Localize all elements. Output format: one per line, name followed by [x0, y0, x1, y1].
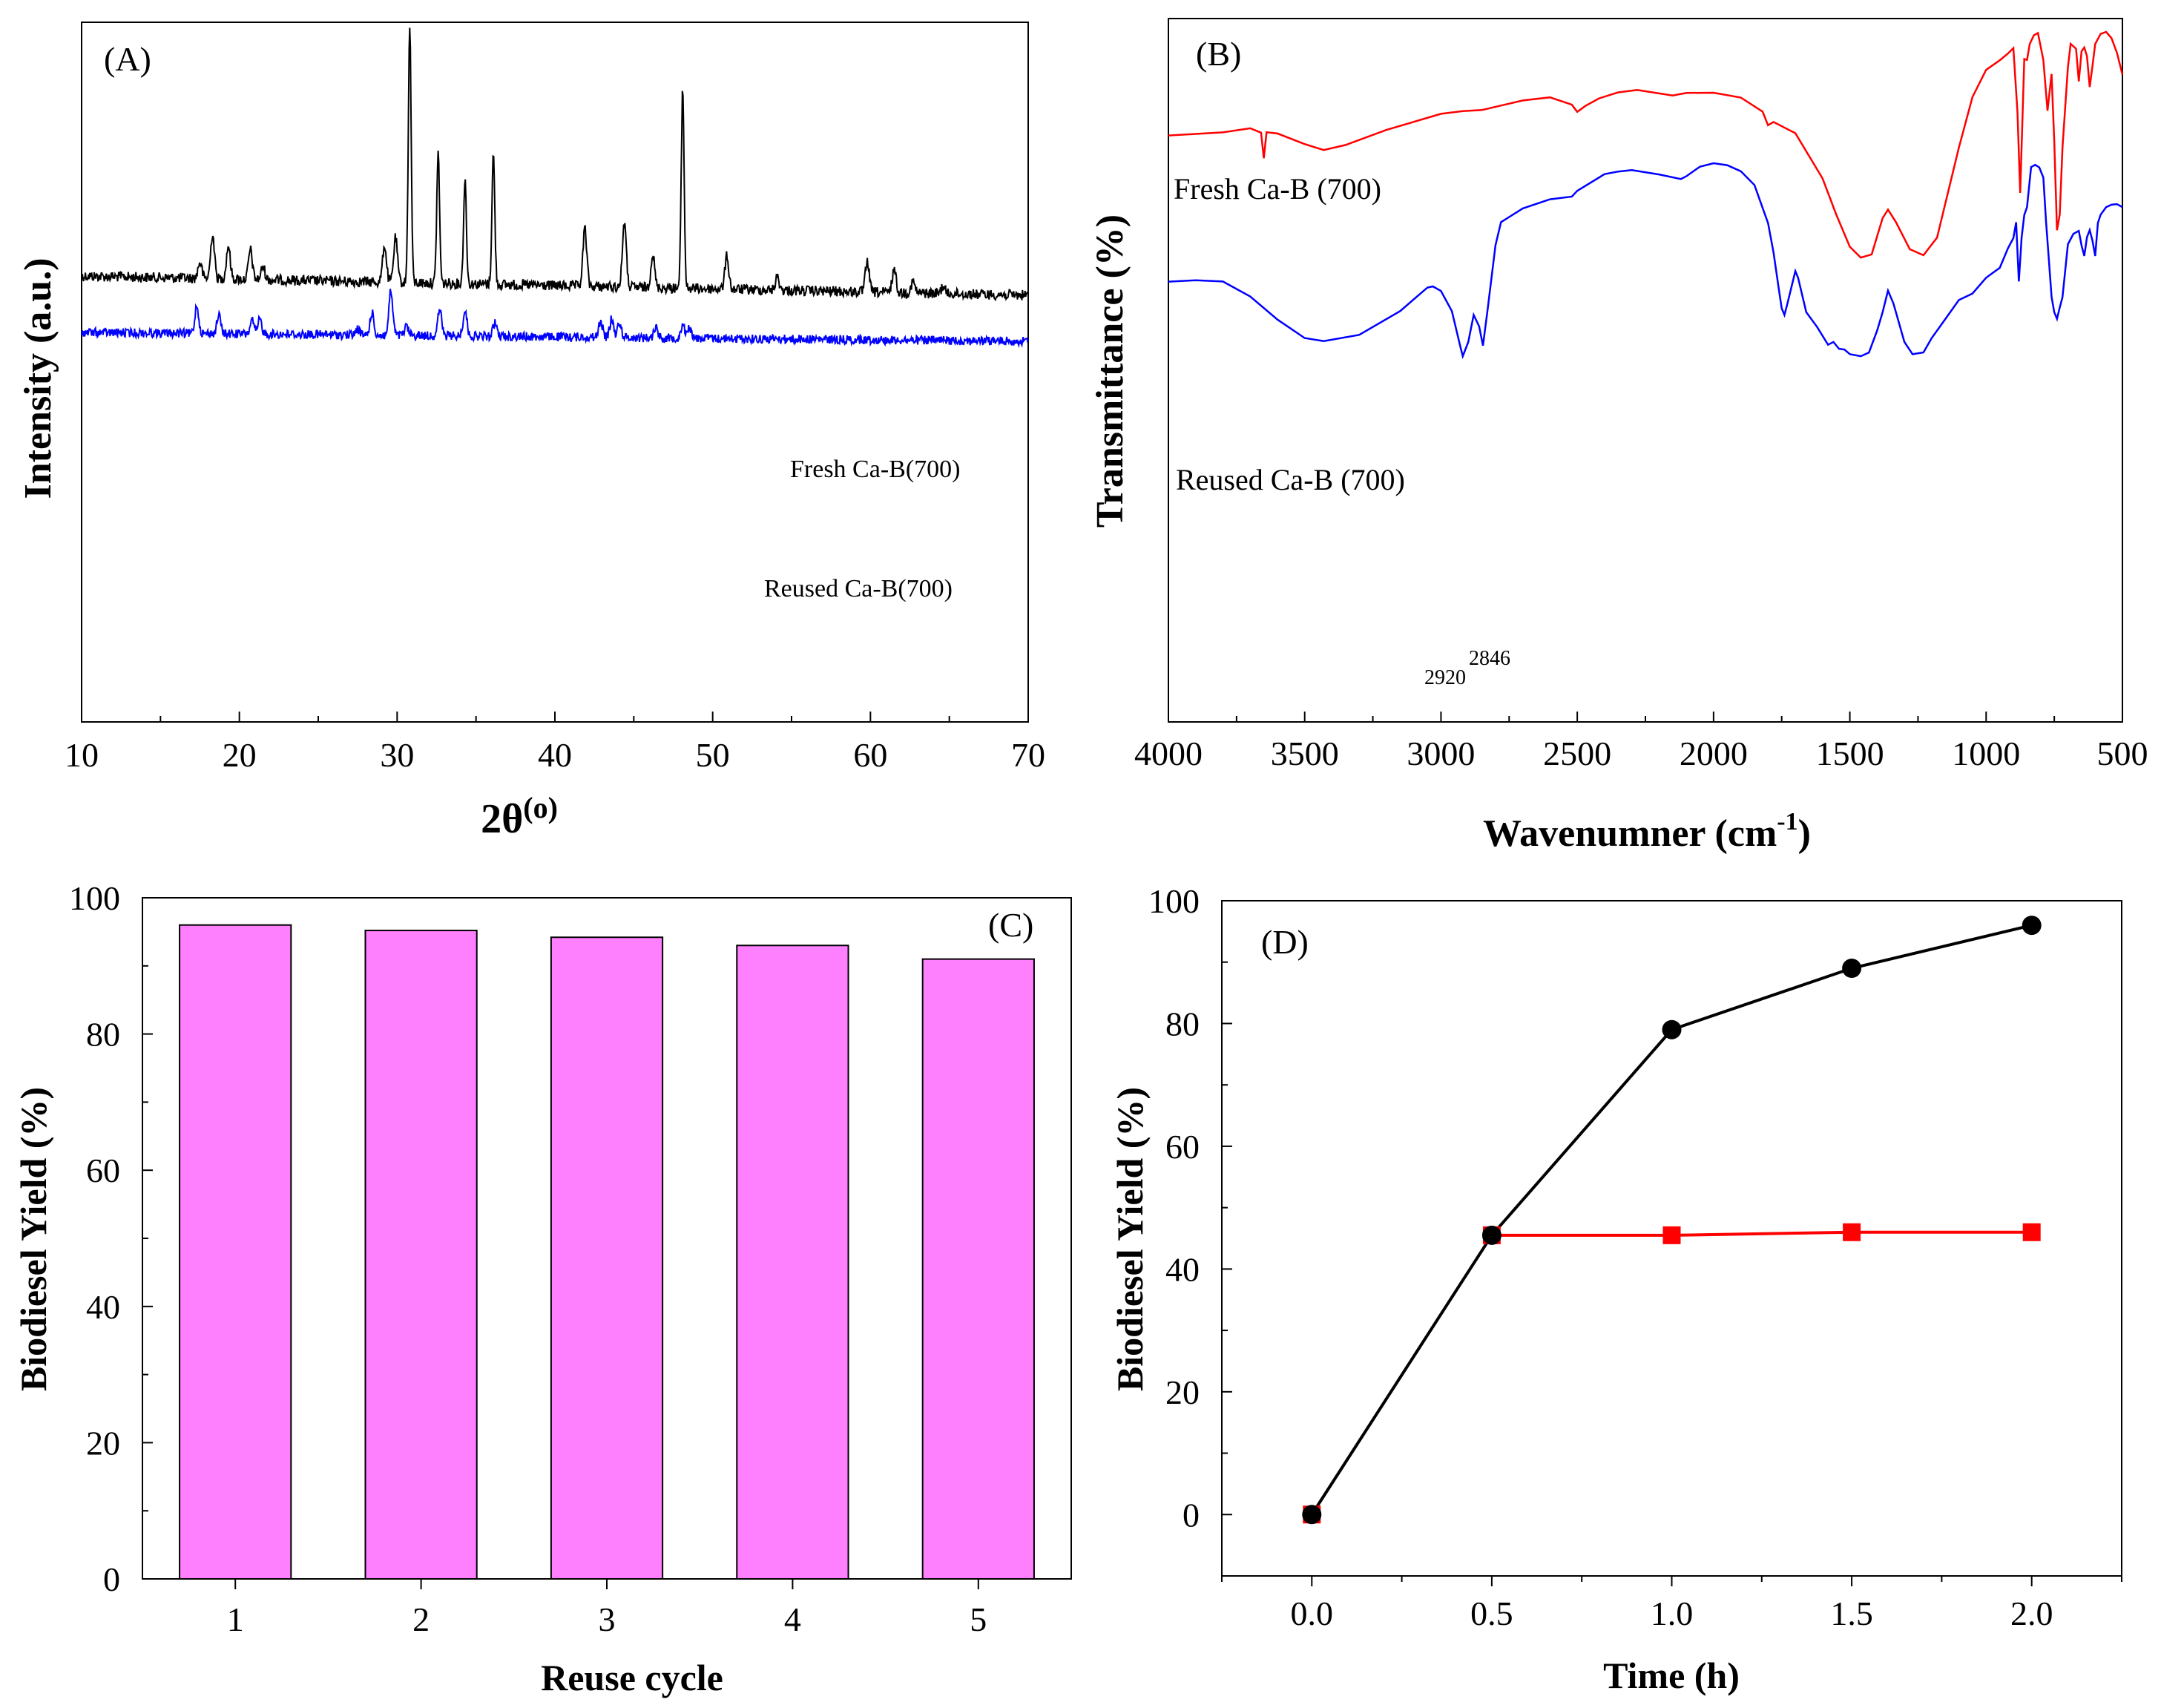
- panel-b-x-axis-label-main: Wavenumner (cm: [1483, 812, 1777, 855]
- series-line-black: [1310, 924, 2033, 1516]
- red-square-point: [2022, 1223, 2041, 1241]
- ftir-line-fresh: [1168, 30, 2124, 259]
- y-tick-label-40: 40: [1165, 1250, 1200, 1288]
- y-tick-label-100: 100: [69, 879, 120, 917]
- x-tick-label-70: 70: [1011, 736, 1045, 774]
- black-circle-point: [2022, 916, 2042, 936]
- panel-d-series: [1302, 916, 2042, 1525]
- y-tick-label-40: 40: [86, 1288, 120, 1326]
- annotation-2846: 2846: [1469, 647, 1510, 670]
- x-tick-label-3: 3: [599, 1600, 616, 1638]
- x-tick-label-0.0: 0.0: [1291, 1594, 1334, 1632]
- panel-c-label: (C): [988, 906, 1033, 944]
- x-tick-label-2.0: 2.0: [2010, 1594, 2053, 1632]
- x-tick-label-1000: 1000: [1952, 735, 2020, 772]
- x-tick-label-10: 10: [65, 736, 99, 774]
- legend-reused-ca-b-700: Reused Ca-B(700): [764, 575, 953, 602]
- legend-fresh-ca-b-700-ftir: Fresh Ca-B (700): [1174, 172, 1381, 206]
- x-tick-label-5: 5: [970, 1600, 987, 1638]
- red-square-point: [1843, 1223, 1861, 1241]
- legend-fresh-ca-b-700: Fresh Ca-B(700): [790, 456, 960, 483]
- x-tick-label-1.0: 1.0: [1651, 1594, 1694, 1632]
- panel-a: (A) 10 20 30 40 50 60 70 Fresh Ca-B(700) Reuse…: [17, 22, 1045, 842]
- panel-b-x-axis-label-sup: -1: [1777, 808, 1797, 835]
- panel-b-x-axis-label-close: ): [1798, 812, 1811, 855]
- red-square-point: [1662, 1226, 1681, 1244]
- x-tick-label-1.5: 1.5: [1830, 1594, 1873, 1632]
- panel-a-x-axis-unit: (o): [523, 791, 558, 824]
- x-tick-label-1500: 1500: [1816, 735, 1884, 772]
- y-tick-label-0: 0: [1183, 1496, 1200, 1534]
- panel-d-y-ticks: 0 20 40 60 80 100: [1148, 882, 1232, 1577]
- x-tick-label-20: 20: [223, 736, 257, 774]
- annotation-2920: 2920: [1424, 666, 1466, 689]
- panel-a-frame: [81, 22, 1029, 723]
- legend-reused-ca-b-700-ftir: Reused Ca-B (700): [1176, 463, 1405, 496]
- y-tick-label-60: 60: [1165, 1128, 1200, 1166]
- y-tick-label-80: 80: [1165, 1005, 1200, 1042]
- panel-b: (B) 4000 3500 3000 2500 2000 1500 1000 500 Fres…: [1089, 18, 2148, 855]
- y-tick-label-20: 20: [1165, 1373, 1200, 1411]
- panel-c-y-ticks: 0 20 40 60 80 100: [69, 879, 153, 1598]
- x-tick-label-500: 500: [2097, 735, 2148, 772]
- series-line-red: [1491, 1230, 2032, 1237]
- panel-b-frame: [1168, 18, 2123, 723]
- y-tick-label-20: 20: [86, 1424, 120, 1462]
- xrd-line-reused: [81, 289, 1029, 349]
- x-tick-label-3500: 3500: [1271, 735, 1339, 772]
- panel-b-y-axis-label: Transmittance (%): [1089, 214, 1131, 528]
- panel-c-bars: [179, 924, 1035, 1580]
- panel-a-x-ticks: 10 20 30 40 50 60 70: [65, 712, 1045, 774]
- xrd-line-fresh: [81, 27, 1029, 302]
- bar-cycle-1: [179, 924, 292, 1580]
- x-tick-label-40: 40: [538, 736, 572, 774]
- bar-cycle-2: [364, 930, 478, 1580]
- x-tick-label-4000: 4000: [1134, 735, 1203, 772]
- x-tick-label-3000: 3000: [1407, 735, 1475, 772]
- bar-cycle-3: [550, 936, 664, 1580]
- black-circle-point: [1302, 1505, 1322, 1525]
- x-tick-label-2: 2: [412, 1600, 430, 1638]
- panel-d-x-ticks: 0.0 0.5 1.0 1.5 2.0: [1221, 1576, 2122, 1632]
- black-circle-point: [1662, 1019, 1682, 1039]
- panel-c-x-axis-label: Reuse cycle: [541, 1657, 723, 1698]
- x-tick-label-2500: 2500: [1543, 735, 1611, 772]
- x-tick-label-60: 60: [853, 736, 887, 774]
- x-tick-label-30: 30: [380, 736, 414, 774]
- panel-a-x-axis-label-theta: 2θ: [481, 796, 523, 842]
- panel-b-x-ticks: 4000 3500 3000 2500 2000 1500 1000 500: [1134, 712, 2148, 772]
- panel-d-y-axis-label: Biodiesel Yield (%): [1109, 1087, 1151, 1391]
- black-circle-point: [1481, 1225, 1501, 1245]
- y-tick-label-100: 100: [1148, 882, 1200, 920]
- panel-a-series: [81, 27, 1029, 349]
- black-circle-point: [1842, 959, 1862, 978]
- ftir-line-reused: [1168, 162, 2123, 360]
- y-tick-label-0: 0: [103, 1560, 120, 1598]
- y-tick-label-60: 60: [86, 1152, 120, 1189]
- x-tick-label-1: 1: [227, 1600, 244, 1638]
- panel-b-x-axis-label: Wavenumner (cm-1): [1483, 808, 1811, 855]
- x-tick-label-4: 4: [784, 1600, 801, 1638]
- bar-cycle-4: [736, 945, 849, 1580]
- panel-a-x-axis-label: 2θ(o): [481, 791, 558, 842]
- panel-b-label: (B): [1196, 35, 1241, 73]
- panel-d-x-axis-label: Time (h): [1603, 1655, 1740, 1696]
- x-tick-label-0.5: 0.5: [1470, 1594, 1513, 1632]
- panel-d-label: (D): [1261, 923, 1309, 961]
- panel-d: (D) 0 20 40 60 80 100 0.0 0.5 1.0 1.5 2.0 Biodies…: [1109, 882, 2122, 1696]
- panel-a-y-axis-label: Intensity (a.u.): [17, 257, 59, 499]
- x-tick-label-2000: 2000: [1680, 735, 1748, 772]
- panel-b-series: [1168, 30, 2124, 360]
- panel-c-y-axis-label: Biodiesel Yield (%): [13, 1087, 54, 1391]
- panel-c: (C) 0 20 40 60 80 100 1 2 3 4 5 Biodiesel Yield (…: [13, 879, 1072, 1698]
- bar-cycle-5: [921, 958, 1035, 1580]
- panel-a-label: (A): [104, 40, 151, 78]
- y-tick-label-80: 80: [86, 1016, 120, 1054]
- x-tick-label-50: 50: [696, 736, 730, 774]
- panel-c-x-ticks: 1 2 3 4 5: [227, 1579, 987, 1638]
